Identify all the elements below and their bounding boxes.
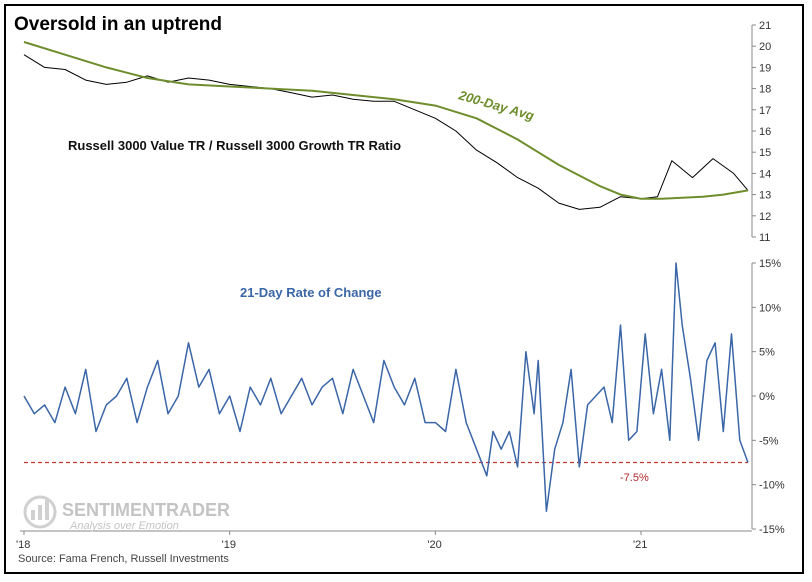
bottom-axis-tick-label: 15% [759, 258, 781, 270]
bottom-axis-tick-label: 10% [759, 302, 781, 314]
bottom-axis-tick-label: -15% [759, 524, 785, 536]
sentimentrader-logo: SENTIMENTRADER Analysis over Emotion [23, 495, 230, 532]
roc-series-label: 21-Day Rate of Change [240, 285, 382, 300]
source-note: Source: Fama French, Russell Investments [18, 553, 229, 565]
bottom-axis-tick-label: 5% [759, 347, 775, 359]
top-axis-tick-label: 16 [759, 126, 771, 138]
top-axis-tick-label: 14 [759, 168, 771, 180]
bottom-y-axis: -15% -10% -5% 0% 5% 10% 15% [751, 258, 785, 536]
top-axis-tick-label: 12 [759, 211, 771, 223]
top-axis-tick-label: 17 [759, 105, 771, 117]
bottom-axis-tick-label: -10% [759, 480, 785, 492]
top-panel-lines [23, 41, 749, 210]
x-axis-tick-label: '21 [633, 539, 647, 551]
x-axis-tick-label: '20 [427, 539, 441, 551]
x-axis: '18 '19 '20 '21 [16, 530, 752, 551]
threshold-label: -7.5% [620, 472, 649, 484]
logo-bar-icon [45, 500, 49, 520]
avg-line [23, 41, 749, 200]
top-axis-tick-label: 21 [759, 20, 771, 32]
logo-subtext: Analysis over Emotion [69, 520, 179, 532]
avg-annotation: 200-Day Avg [456, 87, 536, 123]
roc-line [23, 262, 749, 513]
ratio-line [23, 54, 749, 210]
logo-bar-icon [38, 505, 42, 520]
logo-bar-icon [31, 510, 35, 520]
chart-title: Oversold in an uptrend [14, 14, 222, 35]
logo-ring-icon [23, 495, 57, 529]
top-axis-tick-label: 18 [759, 84, 771, 96]
top-axis-tick-label: 15 [759, 147, 771, 159]
logo-text: SENTIMENTRADER [62, 500, 230, 520]
top-y-axis: 11 12 13 14 15 16 17 18 19 20 21 [751, 20, 771, 244]
top-axis-tick-label: 19 [759, 62, 771, 74]
bottom-axis-tick-label: 0% [759, 391, 775, 403]
top-axis-tick-label: 13 [759, 190, 771, 202]
ratio-series-label: Russell 3000 Value TR / Russell 3000 Gro… [68, 138, 401, 153]
chart-frame [4, 4, 804, 574]
top-axis-tick-label: 20 [759, 41, 771, 53]
top-axis-tick-label: 11 [759, 232, 770, 244]
bottom-axis-tick-label: -5% [759, 435, 779, 447]
bottom-panel-lines [23, 262, 749, 513]
x-axis-tick-label: '18 [16, 539, 30, 551]
x-axis-tick-label: '19 [222, 539, 236, 551]
